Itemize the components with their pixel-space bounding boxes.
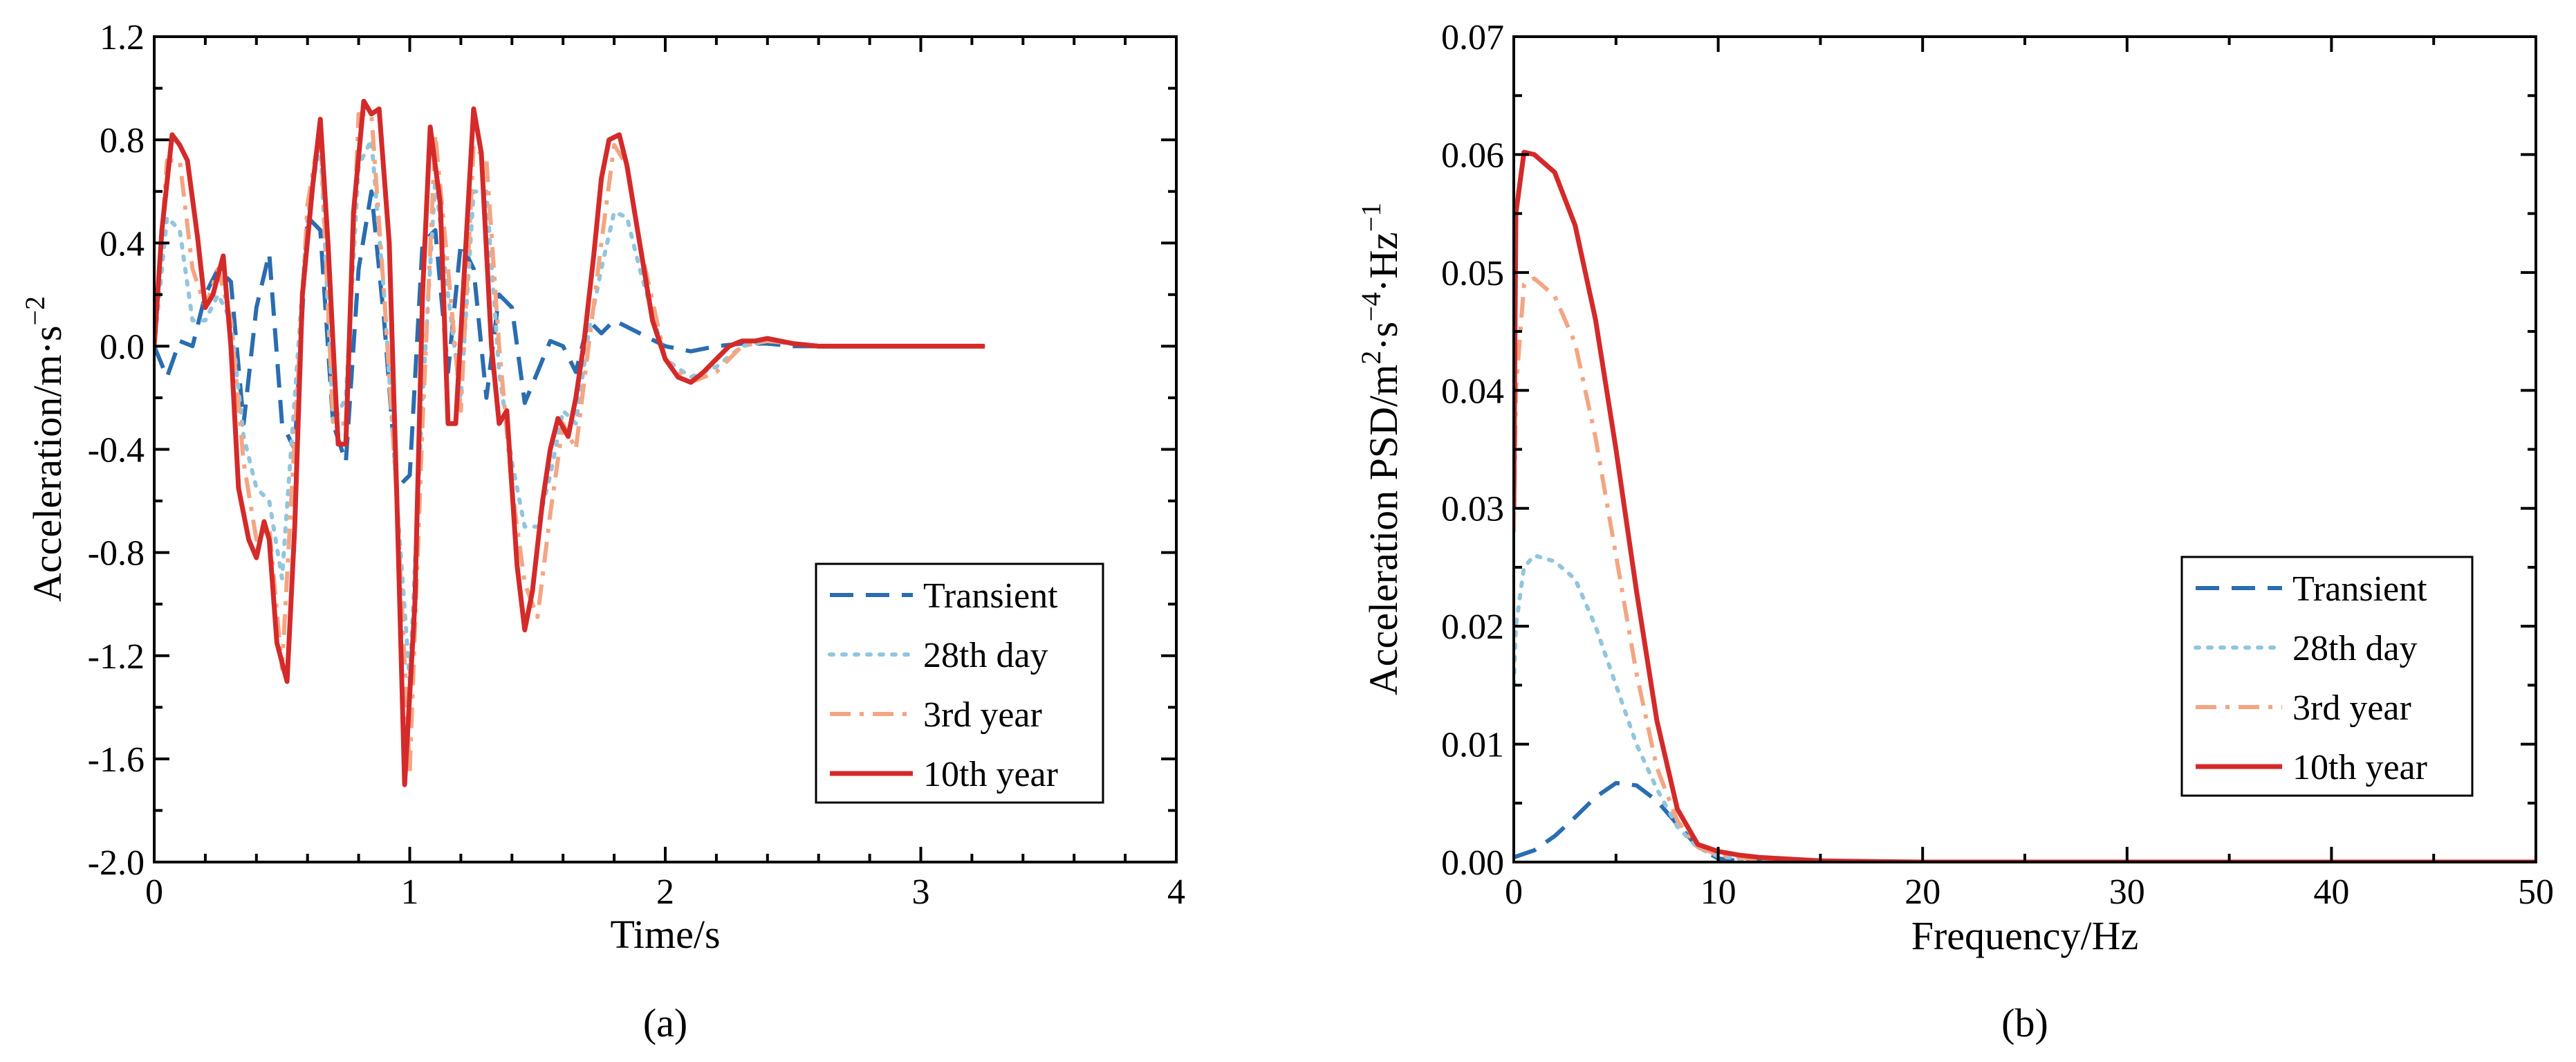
panel-b-x-tick-label: 40 (2313, 872, 2349, 912)
panel-b-y-tick-label: 0.01 (1441, 726, 1504, 765)
panel-b-x-tick-label: 0 (1505, 872, 1523, 912)
panel-a-y-tick-label: 0.8 (100, 121, 145, 161)
panel-b-x-tick-labels: 0 10 20 30 40 50 (1505, 872, 2554, 912)
panel-a-legend-box (815, 562, 1104, 804)
panel-b-label: (b) (2001, 1000, 2048, 1045)
panel-b-y-axis-title: Acceleration PSD/m2·s−4·Hz−1 (1355, 203, 1406, 695)
panel-a-x-tick-labels: 0 1 2 3 4 (145, 872, 1185, 912)
panel-a-y-tick-label: 0.4 (100, 224, 145, 264)
panel-b-x-tick-label: 50 (2518, 872, 2554, 912)
panel-b-x-tick-label: 10 (1701, 872, 1736, 912)
panel-b-y-axis-title-part2: ·s (1361, 322, 1406, 351)
panel-b-x-tick-label: 20 (1905, 872, 1940, 912)
panel-a-x-tick-label: 0 (145, 872, 163, 912)
panel-a-y-tick-label: -1.2 (88, 637, 145, 677)
panel-b-y-tick-label: 0.04 (1441, 372, 1504, 411)
panel-b-y-axis-title-sup1: 2 (1355, 351, 1387, 365)
panel-a-y-tick-labels: -2.0 -1.6 -1.2 -0.8 -0.4 0.0 0.4 0.8 1.2 (88, 18, 145, 883)
panel-a-y-tick-label: -0.8 (88, 534, 145, 574)
panel-b-ticks (1512, 35, 2537, 863)
panel-a-series-line-transient (154, 189, 985, 491)
panel-a-x-axis-title: Time/s (610, 912, 720, 957)
panel-a-legend-label: 3rd year (923, 695, 1042, 735)
panel-a-series-lines (154, 98, 987, 787)
panel-b-y-tick-label: 0.00 (1441, 843, 1504, 883)
panel-b-y-axis-title-sup2: −4 (1355, 292, 1387, 322)
panel-a-series-line-28th-day (154, 138, 987, 684)
panel-b-legend-label: 28th day (2292, 629, 2418, 668)
panel-b-y-axis-title-part3: ·Hz (1361, 232, 1406, 292)
panel-b-legend-label: 3rd year (2292, 688, 2411, 728)
panel-a-y-axis-title: Acceleration/m·s−2 (19, 296, 70, 602)
panel-b-y-tick-label: 0.06 (1441, 136, 1504, 175)
panel-b-y-axis-title-sup3: −1 (1355, 203, 1387, 232)
panel-a-series-line-10th-year (154, 98, 985, 787)
panel-b-y-tick-label: 0.02 (1441, 607, 1504, 647)
panel-a-legend-label: 10th year (923, 755, 1058, 794)
panel-a-x-tick-label: 2 (656, 872, 674, 912)
panel-b-y-tick-labels: 0.00 0.01 0.02 0.03 0.04 0.05 0.06 0.07 (1441, 18, 1504, 883)
panel-a-y-tick-label: -1.6 (88, 740, 145, 780)
panel-a-x-tick-label: 1 (401, 872, 419, 912)
panel-a-y-tick-label: -2.0 (88, 843, 145, 883)
panel-b-x-axis-title: Frequency/Hz (1911, 913, 2139, 958)
panel-b-y-axis-title-part1: Acceleration PSD/m (1361, 365, 1406, 695)
panel-b-chart: 0 10 20 30 40 50 0.00 0.01 0.02 0.03 0.04 0.05 0.06… (1355, 18, 2554, 1045)
panel-b-x-tick-label: 30 (2109, 872, 2145, 912)
panel-b-legend-label: Transient (2292, 569, 2427, 609)
panel-a-x-tick-label: 4 (1167, 872, 1185, 912)
panel-b-legend: Transient 28th day 3rd year 10th year (2180, 556, 2474, 797)
panel-a-chart: 0 1 2 3 4 -2.0 -1.6 -1.2 -0.8 -0.4 0.0 0.4 0.8 1.2 T… (19, 18, 1185, 1045)
panel-a-ticks (153, 35, 1178, 863)
panel-a-y-tick-label: 0.0 (100, 327, 145, 367)
panel-a-y-tick-label: -0.4 (88, 431, 145, 470)
panel-b-y-tick-label: 0.05 (1441, 254, 1504, 293)
panel-a-label: (a) (643, 1000, 687, 1045)
panel-a-y-axis-title-base: Acceleration/m·s (25, 326, 70, 602)
panel-a-legend-label: 28th day (923, 636, 1048, 675)
panel-a-y-axis-title-exponent: −2 (19, 296, 50, 326)
panel-b-series-line-3rd-year (1514, 276, 2536, 862)
panel-a-y-tick-label: 1.2 (100, 18, 145, 57)
panel-a-legend: Transient 28th day 3rd year 10th year (815, 562, 1104, 804)
panel-a-x-tick-label: 3 (912, 872, 930, 912)
panel-b-y-tick-label: 0.07 (1441, 18, 1504, 57)
panel-b-legend-box (2180, 556, 2474, 797)
panel-b-y-tick-label: 0.03 (1441, 490, 1504, 529)
panel-a-legend-label: Transient (923, 576, 1058, 616)
panel-b-legend-label: 10th year (2292, 748, 2427, 787)
